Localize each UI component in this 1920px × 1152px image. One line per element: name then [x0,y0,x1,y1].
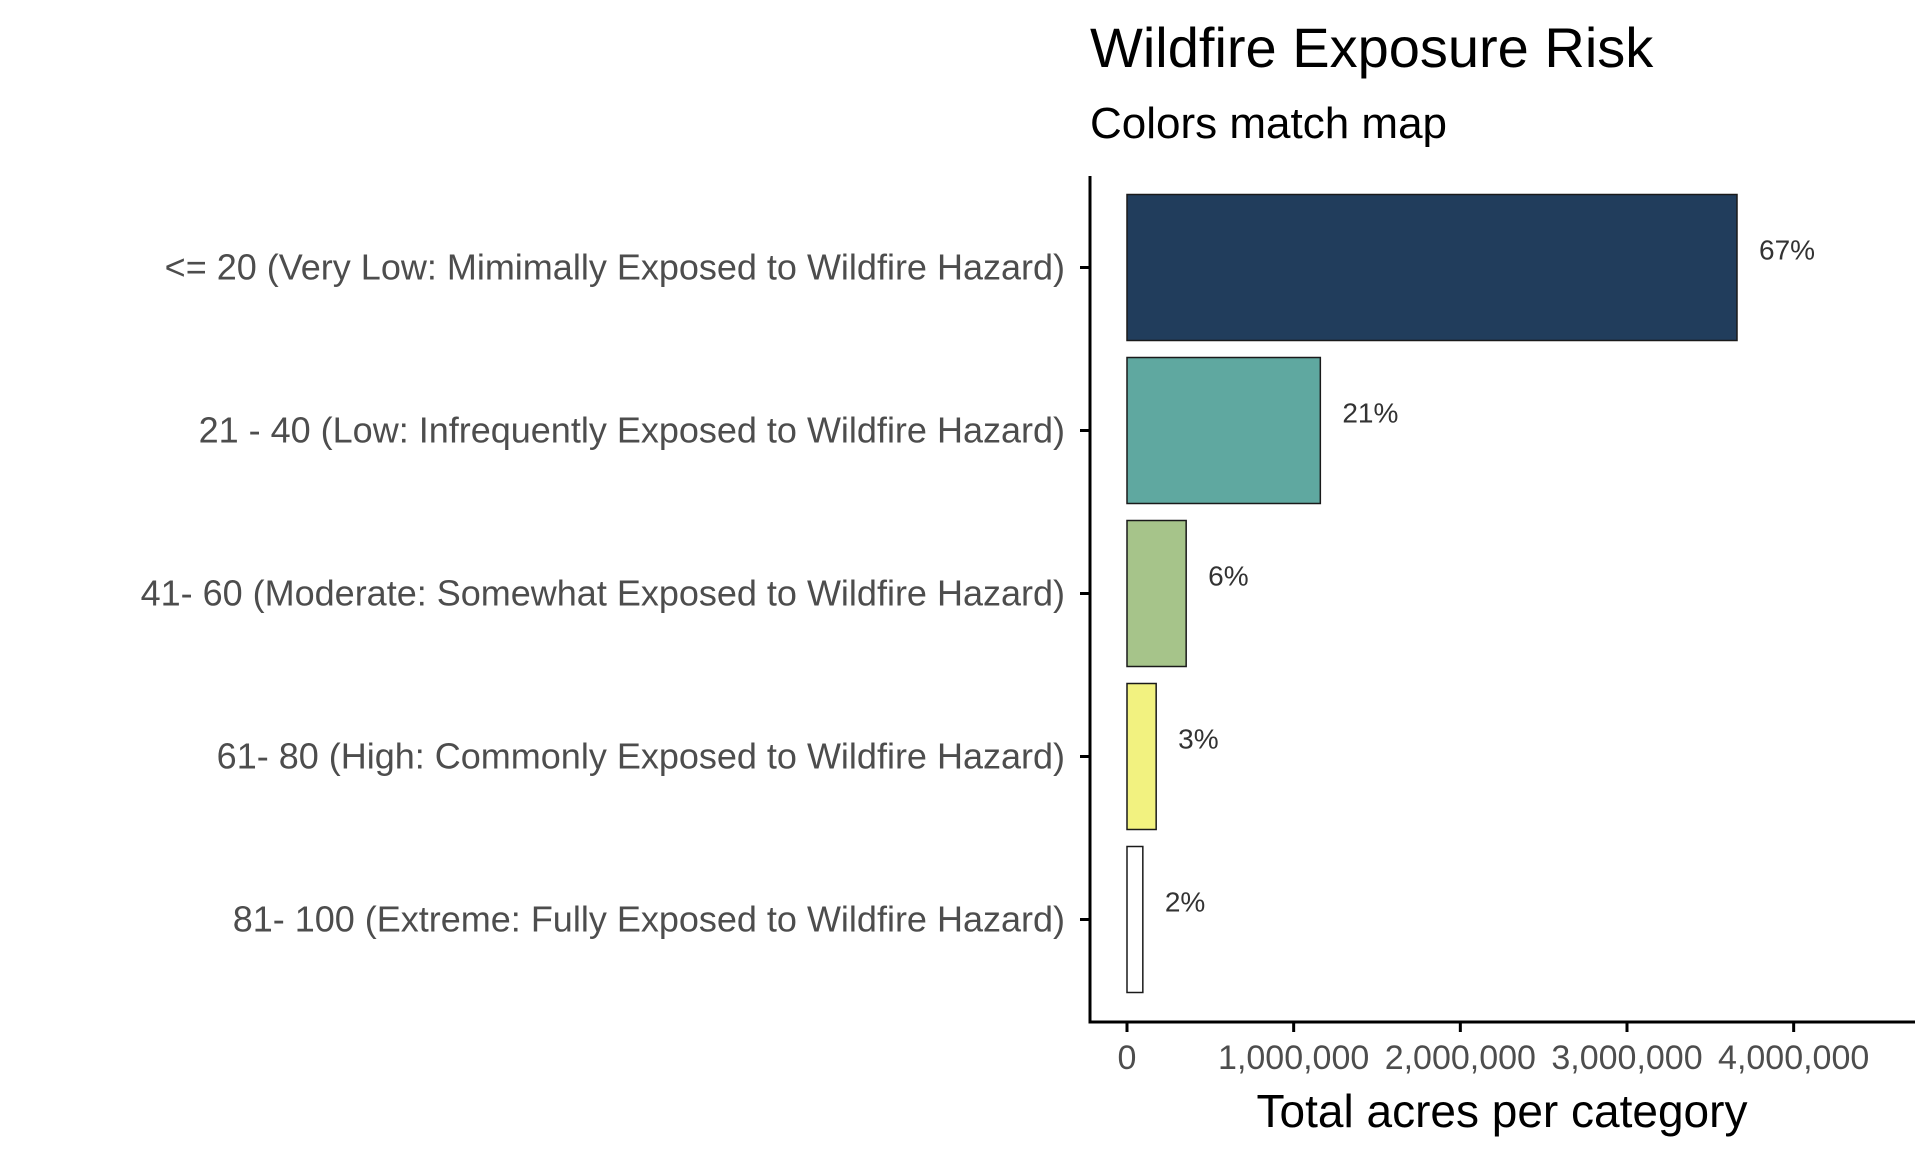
category-label: 21 - 40 (Low: Infrequently Exposed to Wi… [199,410,1065,451]
bar [1126,519,1187,668]
bar [1126,356,1322,505]
chart-subtitle: Colors match map [1090,99,1447,148]
category-label: 61- 80 (High: Commonly Exposed to Wildfi… [217,736,1065,777]
category-label: <= 20 (Very Low: Mimimally Exposed to Wi… [165,247,1065,288]
chart-title: Wildfire Exposure Risk [1090,16,1654,79]
bar [1126,845,1144,994]
data-label: 6% [1208,561,1248,592]
data-label: 2% [1165,887,1205,918]
bar [1126,193,1738,342]
category-label: 41- 60 (Moderate: Somewhat Exposed to Wi… [141,573,1065,614]
data-label: 67% [1759,235,1815,266]
plot-area: 67% <= 20 (Very Low: Mimimally Exposed to… [141,176,1915,1077]
x-tick-label: 3,000,000 [1551,1039,1702,1077]
data-label: 21% [1342,398,1398,429]
x-tick-label: 4,000,000 [1718,1039,1869,1077]
x-tick-label: 1,000,000 [1218,1039,1369,1077]
bar [1126,682,1157,831]
x-tick-label: 2,000,000 [1385,1039,1536,1077]
x-axis-title: Total acres per category [1257,1085,1748,1137]
x-tick-label: 0 [1118,1039,1137,1077]
data-label: 3% [1178,724,1218,755]
category-label: 81- 100 (Extreme: Fully Exposed to Wildf… [233,899,1065,940]
